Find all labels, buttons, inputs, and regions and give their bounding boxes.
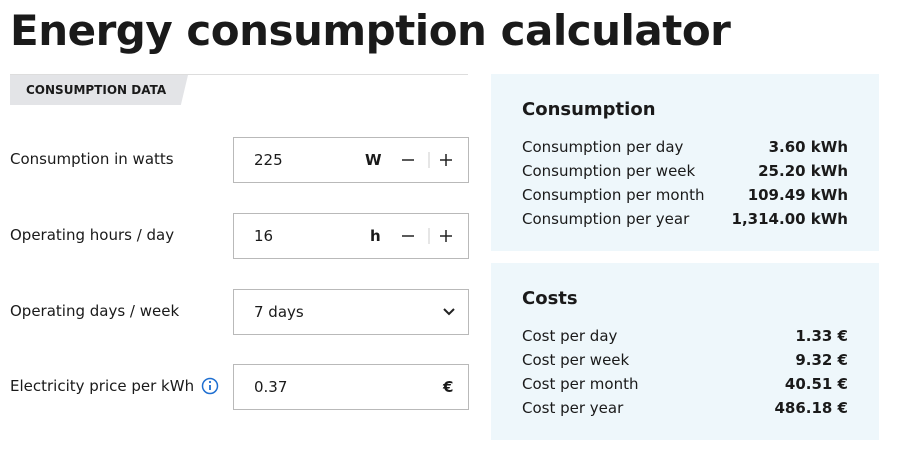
result-row: Cost per month 40.51 € bbox=[522, 375, 848, 393]
row-label: Consumption per month bbox=[522, 186, 705, 204]
result-row: Consumption per day 3.60 kWh bbox=[522, 138, 848, 156]
row-value: 25.20 kWh bbox=[758, 162, 848, 180]
input[interactable]: 225 W bbox=[233, 137, 469, 183]
row-value: 1,314.00 kWh bbox=[731, 210, 848, 228]
tab-label: CONSUMPTION DATA bbox=[26, 83, 167, 97]
row-label: Cost per month bbox=[522, 375, 639, 393]
row-label: Consumption per year bbox=[522, 210, 690, 228]
row-value: 9.32 € bbox=[795, 351, 848, 369]
input[interactable]: 0.37 € bbox=[233, 364, 469, 410]
info-icon[interactable] bbox=[201, 377, 219, 395]
stepper[interactable] bbox=[402, 228, 464, 244]
panel-title: Costs bbox=[522, 288, 578, 309]
result-row: Consumption per week 25.20 kWh bbox=[522, 162, 848, 180]
row-value: 109.49 kWh bbox=[747, 186, 848, 204]
input-value: 225 bbox=[254, 151, 283, 169]
tab[interactable]: CONSUMPTION DATA bbox=[10, 75, 188, 105]
row-label: Consumption per week bbox=[522, 162, 696, 180]
row-value: 3.60 kWh bbox=[768, 138, 848, 156]
panel-title: Consumption bbox=[522, 99, 656, 120]
row-label: Cost per week bbox=[522, 351, 630, 369]
chevron bbox=[443, 308, 455, 316]
row-value: 1.33 € bbox=[795, 327, 848, 345]
result-row: Consumption per year 1,314.00 kWh bbox=[522, 210, 848, 228]
result-row: Consumption per month 109.49 kWh bbox=[522, 186, 848, 204]
costs-panel: Costs Cost per day 1.33 € Cost per week 9.… bbox=[491, 263, 879, 440]
row-label: Cost per day bbox=[522, 327, 618, 345]
field-label: Consumption in watts bbox=[10, 150, 174, 168]
unit: W bbox=[365, 151, 382, 169]
row-label: Cost per year bbox=[522, 399, 624, 417]
result-row: Cost per day 1.33 € bbox=[522, 327, 848, 345]
result-row: Cost per year 486.18 € bbox=[522, 399, 848, 417]
unit: h bbox=[370, 227, 381, 245]
input[interactable]: 16 h bbox=[233, 213, 469, 259]
input-value: 0.37 bbox=[254, 378, 288, 396]
field-label: Operating days / week bbox=[10, 302, 180, 320]
stepper[interactable] bbox=[402, 152, 464, 168]
row-value: 486.18 € bbox=[774, 399, 848, 417]
field-label: Electricity price per kWh bbox=[10, 377, 195, 395]
dropdown[interactable]: 7 days bbox=[233, 289, 469, 335]
input-value: 16 bbox=[254, 227, 274, 245]
row-label: Consumption per day bbox=[522, 138, 684, 156]
page-title: Energy consumption calculator bbox=[10, 6, 731, 55]
dropdown-value: 7 days bbox=[254, 303, 304, 321]
row-value: 40.51 € bbox=[784, 375, 848, 393]
divider bbox=[10, 74, 468, 75]
field-label: Operating hours / day bbox=[10, 226, 175, 244]
consumption-panel: Consumption Consumption per day 3.60 kWh … bbox=[491, 74, 879, 251]
unit: € bbox=[443, 378, 454, 396]
result-row: Cost per week 9.32 € bbox=[522, 351, 848, 369]
